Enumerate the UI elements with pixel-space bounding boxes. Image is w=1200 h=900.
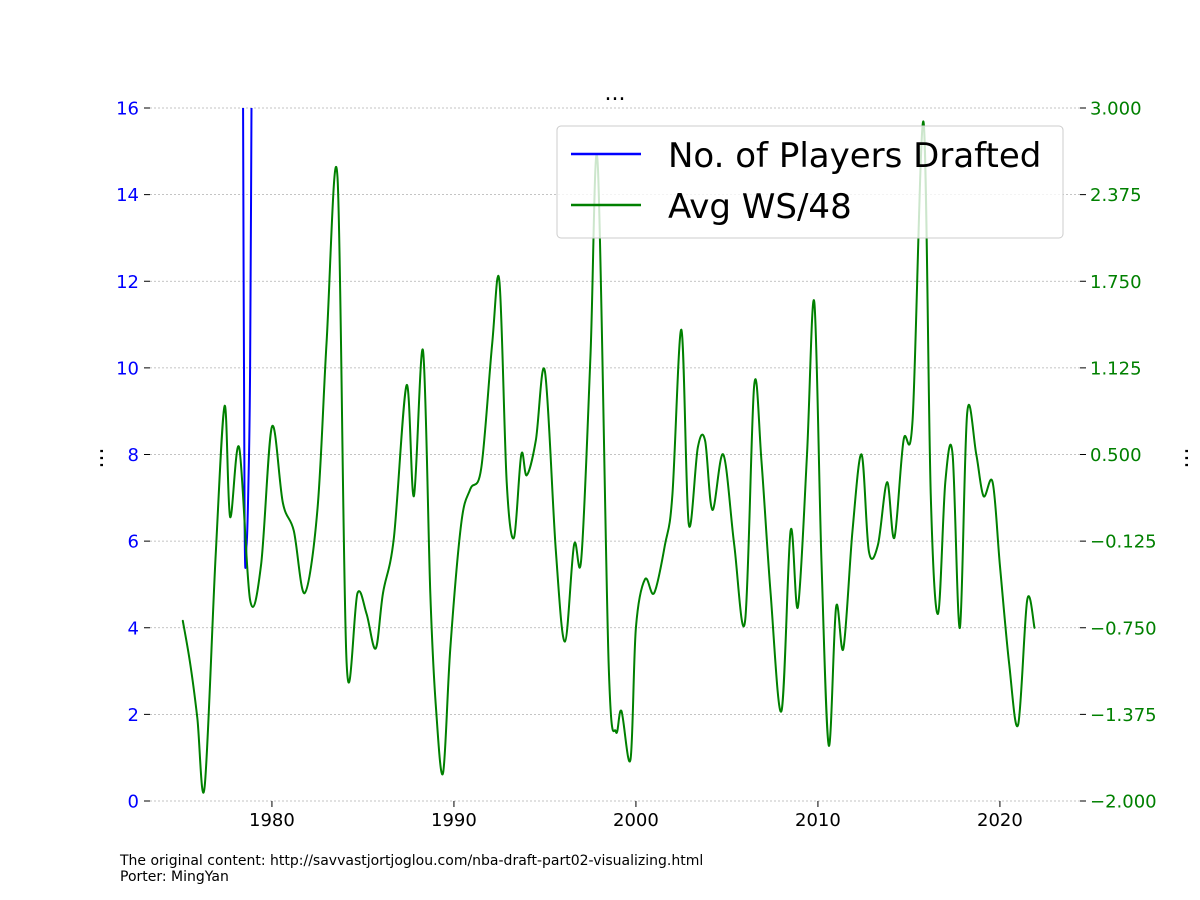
footer: The original content: http://savvastjort… xyxy=(120,853,703,885)
footer-porter: Porter: MingYan xyxy=(120,869,229,885)
left-tick-label: 12 xyxy=(116,272,139,293)
left-tick-label: 14 xyxy=(116,185,139,206)
left-tick-label: 6 xyxy=(128,532,139,553)
right-tick-label: −2.000 xyxy=(1090,792,1157,813)
footer-source: The original content: http://savvastjort… xyxy=(120,853,704,869)
right-y-axis: −2.000 −1.375 −0.750 −0.125 0.500 1.125 1.750 2… xyxy=(1080,99,1157,813)
right-tick-label: 2.375 xyxy=(1090,185,1142,206)
left-axis-label: ... xyxy=(84,448,109,469)
x-axis: 1980 1990 2000 2010 2020 xyxy=(249,801,1023,831)
right-tick-label: 1.125 xyxy=(1090,358,1142,379)
legend-box xyxy=(556,125,1064,239)
x-tick-label: 2010 xyxy=(795,810,841,831)
left-tick-label: 8 xyxy=(128,445,139,466)
left-y-axis: 0 2 4 6 8 10 12 14 16 xyxy=(116,99,150,813)
right-tick-label: −0.125 xyxy=(1090,532,1157,553)
x-tick-label: 1990 xyxy=(431,810,477,831)
right-tick-label: 0.500 xyxy=(1090,445,1142,466)
chart-title: ... xyxy=(605,81,626,106)
left-tick-label: 0 xyxy=(128,792,139,813)
x-tick-label: 2020 xyxy=(977,810,1023,831)
x-tick-label: 1980 xyxy=(249,810,295,831)
legend: No. of Players Drafted Avg WS/48 xyxy=(556,125,1064,239)
x-tick-label: 2000 xyxy=(613,810,659,831)
left-tick-label: 16 xyxy=(116,99,139,120)
series-line-avg-ws48 xyxy=(181,120,1036,794)
left-tick-label: 2 xyxy=(128,705,139,726)
legend-label-players-drafted: No. of Players Drafted xyxy=(668,136,1041,176)
right-axis-label: ... xyxy=(1169,448,1194,469)
left-tick-label: 4 xyxy=(128,618,139,639)
series-layer xyxy=(181,108,1036,794)
legend-label-avg-ws48: Avg WS/48 xyxy=(668,187,852,227)
right-tick-label: −1.375 xyxy=(1090,705,1157,726)
right-tick-label: −0.750 xyxy=(1090,618,1157,639)
series-line-players-drafted xyxy=(242,108,253,569)
right-tick-label: 3.000 xyxy=(1090,99,1142,120)
left-tick-label: 10 xyxy=(116,358,139,379)
right-tick-label: 1.750 xyxy=(1090,272,1142,293)
